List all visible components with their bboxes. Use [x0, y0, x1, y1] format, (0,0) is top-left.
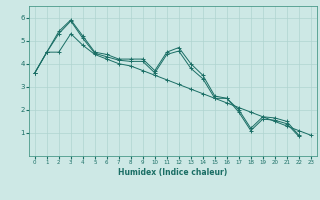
- X-axis label: Humidex (Indice chaleur): Humidex (Indice chaleur): [118, 168, 228, 177]
